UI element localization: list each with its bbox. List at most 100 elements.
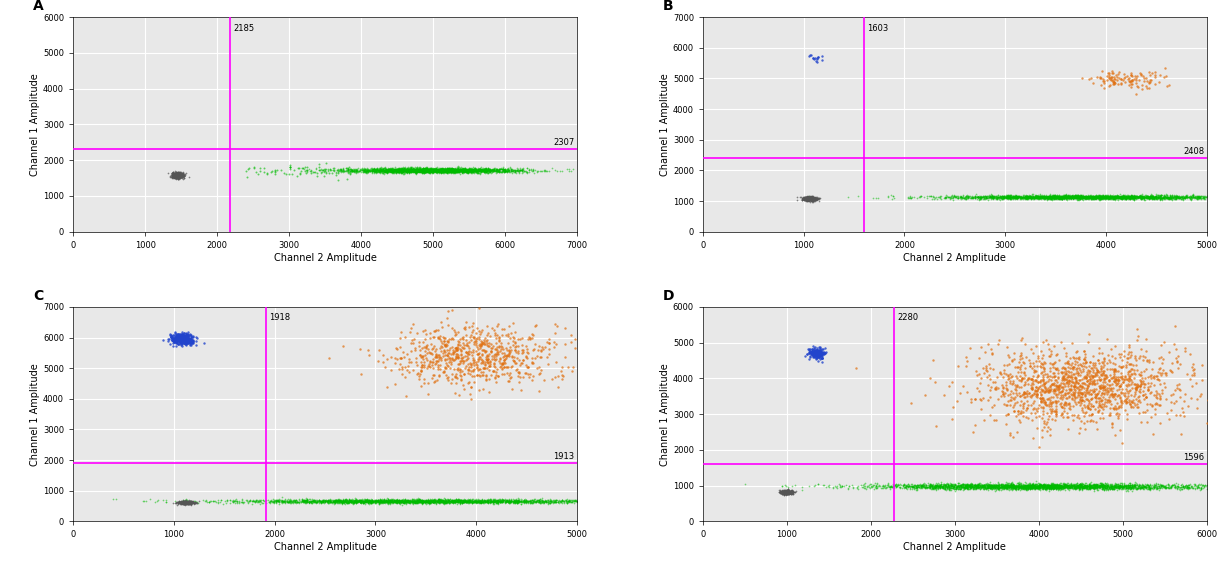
Point [1124, 191, 1143, 200]
Point [410, 167, 429, 176]
Point [979, 484, 998, 493]
Point [1050, 193, 1069, 202]
Point [375, 166, 395, 175]
Point [1029, 193, 1048, 202]
Point [1042, 482, 1062, 492]
Point [483, 496, 502, 505]
Point [349, 163, 368, 172]
Point [1132, 85, 1152, 94]
Point [973, 482, 992, 492]
Point [474, 164, 494, 174]
Point [798, 194, 818, 203]
Point [1093, 193, 1113, 202]
Point [338, 499, 357, 508]
Point [796, 193, 816, 202]
Point [778, 488, 797, 497]
Point [523, 359, 542, 368]
Point [467, 166, 486, 175]
Point [407, 164, 427, 174]
Point [1023, 481, 1042, 490]
Point [1090, 193, 1109, 202]
Point [808, 351, 828, 360]
Point [803, 345, 823, 354]
Point [1069, 480, 1089, 489]
Point [1124, 191, 1143, 200]
Point [1058, 479, 1078, 488]
Point [1165, 482, 1185, 491]
Point [1059, 193, 1079, 202]
Point [1080, 482, 1100, 492]
Point [278, 494, 297, 504]
Point [288, 498, 307, 507]
Point [1111, 191, 1130, 200]
Point [512, 359, 531, 368]
Point [948, 481, 968, 490]
Point [1014, 481, 1034, 490]
Point [1128, 403, 1147, 412]
Point [176, 497, 195, 507]
Point [394, 497, 413, 507]
Point [1107, 193, 1126, 202]
Point [444, 499, 463, 508]
Point [439, 165, 458, 174]
Point [357, 497, 377, 507]
Point [358, 165, 378, 174]
Point [1034, 194, 1053, 203]
Point [322, 497, 341, 507]
Point [1019, 193, 1039, 202]
Point [995, 482, 1014, 491]
Point [1090, 484, 1109, 493]
Point [976, 193, 996, 202]
Point [405, 166, 424, 175]
Point [1143, 484, 1163, 493]
Point [406, 167, 425, 176]
Point [1036, 193, 1056, 202]
Point [512, 166, 531, 175]
Point [1072, 481, 1091, 490]
Point [1042, 480, 1062, 489]
Point [432, 166, 451, 175]
Point [1048, 194, 1068, 203]
Point [328, 499, 347, 508]
Point [180, 499, 200, 508]
Point [168, 172, 188, 181]
Point [1091, 193, 1111, 202]
Point [496, 166, 516, 175]
Point [948, 193, 968, 202]
Point [1102, 192, 1121, 201]
Point [1065, 397, 1085, 406]
Point [167, 498, 187, 507]
Point [950, 482, 969, 491]
Point [180, 498, 200, 507]
Point [393, 164, 412, 173]
Point [462, 166, 482, 175]
Point [461, 363, 480, 372]
Point [908, 482, 928, 491]
Point [1052, 484, 1072, 493]
Point [1123, 481, 1142, 490]
Point [1129, 193, 1148, 202]
Point [1117, 410, 1136, 419]
Point [1100, 194, 1119, 203]
Point [1069, 194, 1089, 203]
Point [179, 499, 199, 508]
Point [1125, 383, 1145, 393]
Point [433, 339, 452, 348]
Point [174, 171, 194, 180]
Point [1019, 191, 1039, 200]
Point [379, 166, 399, 175]
Point [1076, 481, 1096, 490]
Point [1185, 192, 1204, 201]
Point [1135, 481, 1154, 490]
Point [419, 166, 439, 175]
Point [434, 166, 453, 175]
Point [1042, 192, 1062, 201]
Point [1114, 481, 1134, 490]
Point [991, 480, 1011, 489]
Point [1063, 191, 1082, 201]
Point [935, 484, 954, 493]
Point [1096, 191, 1115, 201]
Point [397, 168, 417, 177]
Point [1075, 193, 1095, 202]
Point [1075, 359, 1095, 368]
